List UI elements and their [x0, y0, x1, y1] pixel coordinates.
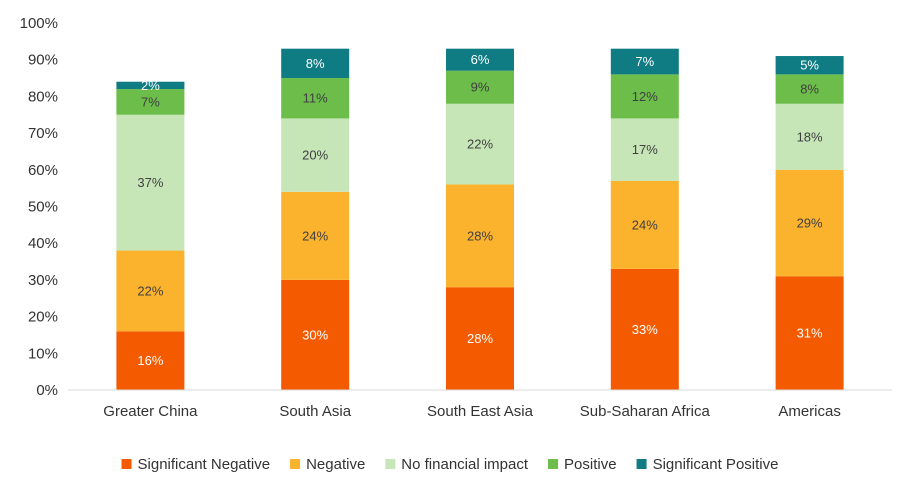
data-label: 33%	[632, 322, 658, 337]
legend-label: Significant Positive	[653, 456, 779, 473]
bar-segment	[281, 118, 350, 192]
bar-segment	[775, 56, 844, 75]
data-label: 12%	[632, 89, 658, 104]
x-tick-label: Americas	[778, 403, 841, 420]
legend-swatch	[121, 459, 132, 469]
data-label: 7%	[141, 94, 160, 109]
data-label: 17%	[632, 142, 658, 157]
y-tick-label: 0%	[36, 382, 58, 399]
bar-segment	[610, 74, 679, 119]
legend-item: Negative	[290, 456, 365, 473]
bar-segment	[281, 48, 350, 79]
bar-segment	[281, 279, 350, 390]
data-label: 28%	[467, 331, 493, 346]
data-label: 18%	[797, 129, 823, 144]
data-label: 30%	[302, 327, 328, 342]
x-tick-label: South Asia	[279, 403, 351, 420]
data-label: 8%	[306, 56, 325, 71]
bar-segment	[281, 78, 350, 119]
bar-segment	[116, 89, 185, 115]
y-tick-label: 50%	[28, 199, 58, 216]
data-label: 24%	[302, 228, 328, 243]
legend-swatch	[290, 459, 301, 469]
data-label: 22%	[137, 283, 163, 298]
data-label: 6%	[471, 52, 490, 67]
y-tick-label: 20%	[28, 309, 58, 326]
y-tick-label: 30%	[28, 272, 58, 289]
legend-swatch	[385, 459, 396, 469]
data-label: 16%	[137, 353, 163, 368]
legend-label: No financial impact	[401, 456, 529, 473]
data-label: 31%	[797, 326, 823, 341]
data-label: 22%	[467, 137, 493, 152]
data-label: 8%	[800, 82, 819, 97]
y-tick-label: 40%	[28, 235, 58, 252]
legend-label: Positive	[564, 456, 617, 473]
bar-segment	[116, 250, 185, 332]
bar-segment	[610, 180, 679, 269]
data-label: 9%	[471, 80, 490, 95]
legend-swatch	[548, 459, 559, 469]
data-labels-group: 16%22%37%7%2%30%24%20%11%8%28%28%22%9%6%…	[137, 52, 823, 368]
legend: Significant Negative Negative No financial…	[121, 456, 779, 473]
bars-group	[116, 48, 844, 390]
x-tick-label: South East Asia	[427, 403, 534, 420]
x-axis: Greater China South Asia South East Asia Su…	[68, 389, 892, 420]
data-label: 7%	[635, 54, 654, 69]
data-label: 28%	[467, 228, 493, 243]
data-label: 29%	[797, 216, 823, 231]
bar-segment	[281, 191, 350, 280]
x-tick-label: Sub-Saharan Africa	[580, 403, 711, 420]
legend-label: Significant Negative	[138, 456, 271, 473]
bar-segment	[446, 70, 514, 104]
bar-segment	[775, 103, 844, 170]
bar-segment	[775, 74, 844, 104]
legend-item: No financial impact	[385, 456, 529, 473]
bar-segment	[446, 48, 514, 71]
data-label: 20%	[302, 148, 328, 163]
legend-item: Significant Negative	[121, 456, 271, 473]
y-tick-label: 10%	[28, 345, 58, 362]
bar-segment	[610, 268, 679, 390]
bar-segment	[775, 169, 844, 277]
legend-item: Significant Positive	[636, 456, 779, 473]
data-label: 24%	[632, 217, 658, 232]
y-tick-label: 70%	[28, 125, 58, 142]
y-axis: 0% 10% 20% 30% 40% 50% 60% 70% 80% 90% 100%	[20, 15, 58, 399]
data-label: 2%	[141, 78, 160, 93]
x-tick-label: Greater China	[103, 403, 198, 420]
bar-segment	[446, 287, 514, 390]
bar-segment	[610, 48, 679, 75]
y-tick-label: 100%	[20, 15, 58, 32]
bar-segment	[610, 118, 679, 181]
legend-label: Negative	[306, 456, 365, 473]
bar-segment	[775, 276, 844, 390]
y-tick-label: 60%	[28, 162, 58, 179]
bar-segment	[446, 184, 514, 288]
legend-item: Positive	[548, 456, 617, 473]
bar-segment	[116, 81, 185, 90]
y-tick-label: 90%	[28, 52, 58, 69]
data-label: 5%	[800, 58, 819, 73]
y-tick-label: 80%	[28, 88, 58, 105]
data-label: 11%	[303, 91, 328, 106]
data-label: 37%	[137, 175, 163, 190]
bar-segment	[116, 331, 185, 390]
bar-segment	[116, 114, 185, 251]
legend-swatch	[636, 459, 647, 469]
bar-segment	[446, 103, 514, 185]
